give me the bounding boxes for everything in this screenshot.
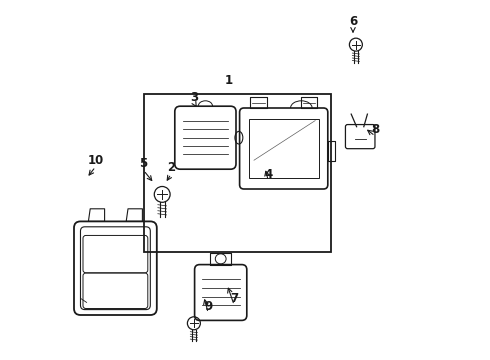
Text: 5: 5 [139,157,147,170]
Text: 4: 4 [264,168,272,181]
Text: 8: 8 [371,123,379,136]
Text: 7: 7 [230,292,238,305]
Text: 3: 3 [191,91,198,104]
Bar [248,119,319,178]
Text: 9: 9 [204,300,212,313]
Bar [144,94,331,252]
Text: 10: 10 [88,154,104,167]
Text: 2: 2 [167,161,175,174]
Text: 1: 1 [225,75,233,87]
Text: 6: 6 [349,15,357,28]
